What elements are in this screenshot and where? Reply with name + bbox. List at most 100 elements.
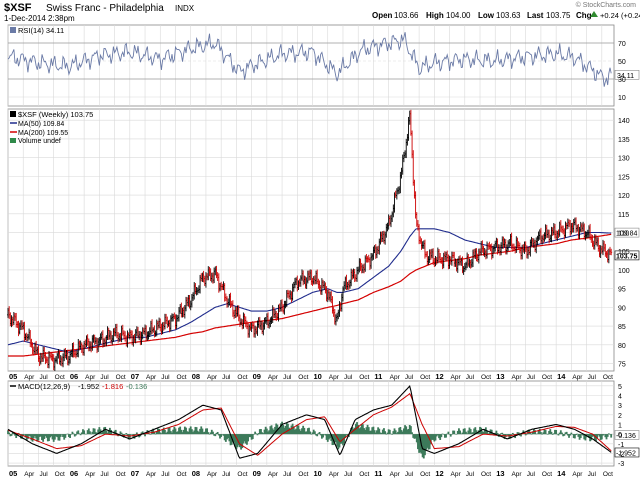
x-mid-tick-label: 13 <box>496 372 504 381</box>
macd-tick-label: 3 <box>618 403 622 410</box>
ma50-line <box>7 228 612 353</box>
macd-histogram-bar <box>305 431 308 435</box>
macd-histogram-bar <box>296 425 299 435</box>
macd-histogram-bar <box>518 434 521 436</box>
macd-histogram-bar <box>577 434 580 437</box>
macd-tick-label: 0 <box>618 432 622 439</box>
x-bottom-tick-label: 08 <box>192 469 200 478</box>
macd-histogram-bar <box>260 429 262 435</box>
macd-histogram-bar <box>377 427 380 435</box>
last-label: Last <box>527 11 544 20</box>
macd-histogram-bar <box>549 429 552 435</box>
macd-histogram-bar <box>201 428 204 435</box>
macd-histogram-bar <box>250 434 253 440</box>
macd-histogram-bar <box>246 434 248 445</box>
x-bottom-tick-label: Jul <box>466 471 475 478</box>
x-mid-tick-label: Oct <box>603 374 613 381</box>
macd-histogram-bar <box>160 433 163 435</box>
macd-histogram-bar <box>596 434 599 439</box>
x-mid-tick-label: Apr <box>329 374 340 381</box>
macd-histogram-bar <box>503 434 506 440</box>
macd-histogram-bar <box>214 434 217 437</box>
macd-histogram-bar <box>386 432 389 435</box>
macd-histogram-bar <box>506 434 508 435</box>
price-tick-label: 140 <box>618 118 630 125</box>
macd-histogram-bar <box>486 430 488 435</box>
ma50-last-label: 109.84 <box>616 231 638 238</box>
x-bottom-tick-label: Oct <box>116 471 126 478</box>
macd-histogram-bar <box>173 426 176 435</box>
macd-histogram-bar <box>442 434 445 435</box>
macd-histogram-bar <box>410 426 412 435</box>
macd-histogram-bar <box>46 434 49 442</box>
x-mid-tick-label: Jul <box>344 374 353 381</box>
macd-histogram-bar <box>171 432 173 435</box>
macd-histogram-bar <box>448 434 451 435</box>
macd-histogram-bar <box>559 430 562 435</box>
macd-histogram-bar <box>274 426 276 435</box>
macd-histogram-bar <box>220 434 223 437</box>
macd-histogram-bar <box>144 434 146 437</box>
macd-histogram-bar <box>104 426 107 435</box>
x-mid-tick-label: Oct <box>420 374 430 381</box>
macd-histogram-bar <box>303 427 306 435</box>
macd-histogram-bar <box>192 432 194 435</box>
price-legend: $XSF (Weekly) 103.75 MA(50) 109.84 MA(20… <box>10 110 93 145</box>
x-mid-tick-label: Jul <box>39 374 48 381</box>
macd-histogram-bar <box>243 434 246 442</box>
macd-histogram-bar <box>49 434 52 438</box>
macd-legend: MACD(12,26,9) -1.952 -1.816 -0.136 <box>10 382 147 391</box>
macd-tick-label: -3 <box>618 461 624 468</box>
macd-histogram-bar <box>78 433 81 435</box>
macd-histogram-bar <box>339 434 342 444</box>
x-mid-tick-label: Jul <box>588 374 597 381</box>
macd-histogram-bar <box>155 431 158 435</box>
last-value: 103.75 <box>546 11 571 20</box>
rsi-legend-text: RSI(14) 34.11 <box>18 26 64 35</box>
macd-histogram-bar <box>302 425 305 435</box>
macd-histogram-bar <box>183 426 186 435</box>
macd-histogram-bar <box>333 434 336 443</box>
macd-histogram-bar <box>219 434 221 439</box>
macd-histogram-bar <box>254 431 257 435</box>
price-legend-swatch <box>10 111 16 117</box>
macd-last-box <box>614 447 640 458</box>
macd-histogram-bar <box>336 434 339 447</box>
x-bottom-tick-label: 11 <box>374 469 382 478</box>
ma50-last-box <box>614 227 640 238</box>
macd-histogram-bar <box>68 434 70 437</box>
macd-histogram-bar <box>566 434 569 436</box>
x-mid-tick-label: Jul <box>161 374 170 381</box>
macd-histogram-bar <box>140 432 143 435</box>
x-bottom-tick-label: Apr <box>207 471 218 478</box>
macd-histogram-bar <box>547 434 549 435</box>
macd-histogram-bar <box>364 429 367 435</box>
macd-histogram-bar <box>60 434 63 435</box>
macd-histogram-bar <box>195 427 198 435</box>
macd-histogram-bar <box>418 434 421 453</box>
high-label: High <box>426 11 444 20</box>
macd-histogram-bar <box>43 434 46 439</box>
macd-histogram-bar <box>92 428 95 435</box>
macd-histogram-bar <box>270 425 273 435</box>
price-tick-label: 95 <box>618 287 626 294</box>
x-mid-tick-label: Apr <box>146 374 157 381</box>
macd-histogram-bar <box>319 434 322 436</box>
macd-histogram-bar <box>14 434 16 436</box>
macd-tick-label: -1 <box>618 442 624 449</box>
macd-histogram-bar <box>373 430 376 435</box>
macd-histogram-bar <box>603 434 606 435</box>
x-bottom-tick-label: 09 <box>253 469 261 478</box>
macd-histogram-bar <box>24 434 27 438</box>
macd-histogram-bar <box>166 431 169 435</box>
macd-histogram-bar <box>185 427 187 435</box>
rsi-tick-label: 70 <box>618 41 626 48</box>
macd-histogram-bar <box>570 432 573 435</box>
macd-histogram-bar <box>111 433 114 435</box>
macd-histogram-bar <box>29 434 32 437</box>
macd-histogram-bar <box>217 434 220 436</box>
macd-histogram-bar <box>401 431 404 435</box>
macd-histogram-bar <box>510 434 513 435</box>
macd-histogram-bar <box>297 425 300 435</box>
